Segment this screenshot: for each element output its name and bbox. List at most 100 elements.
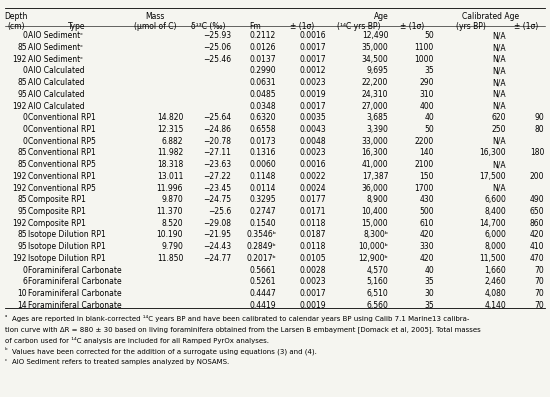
- Text: 70: 70: [535, 277, 544, 286]
- Text: 35: 35: [424, 277, 434, 286]
- Text: 0.0023: 0.0023: [300, 148, 326, 158]
- Text: N/A: N/A: [492, 43, 506, 52]
- Text: 310: 310: [420, 90, 434, 99]
- Text: 8,400: 8,400: [484, 207, 506, 216]
- Text: 0.0137: 0.0137: [250, 55, 276, 64]
- Text: 0: 0: [22, 266, 27, 275]
- Text: Conventional RP5: Conventional RP5: [28, 137, 96, 146]
- Text: 192: 192: [13, 219, 27, 228]
- Text: 0.2990: 0.2990: [250, 67, 276, 75]
- Text: (yrs BP): (yrs BP): [456, 22, 486, 31]
- Text: Depth: Depth: [4, 12, 28, 21]
- Text: 6,600: 6,600: [484, 195, 506, 204]
- Text: 17,500: 17,500: [480, 172, 506, 181]
- Text: 10,000ᵇ: 10,000ᵇ: [359, 242, 388, 251]
- Text: −24.75: −24.75: [203, 195, 231, 204]
- Text: 420: 420: [530, 230, 544, 239]
- Text: 0.0171: 0.0171: [300, 207, 326, 216]
- Text: 12,900ᵇ: 12,900ᵇ: [359, 254, 388, 263]
- Text: δ¹³C (‰): δ¹³C (‰): [191, 22, 226, 31]
- Text: 140: 140: [420, 148, 434, 158]
- Text: 10,400: 10,400: [362, 207, 388, 216]
- Text: AIO Calculated: AIO Calculated: [28, 67, 85, 75]
- Text: ± (1σ): ± (1σ): [400, 22, 425, 31]
- Text: (¹⁴C yrs BP): (¹⁴C yrs BP): [337, 22, 380, 31]
- Text: Ages are reported in blank-corrected ¹⁴C years BP and have been calibrated to ca: Ages are reported in blank-corrected ¹⁴C…: [12, 315, 470, 322]
- Text: 0.0631: 0.0631: [250, 78, 276, 87]
- Text: −27.11: −27.11: [203, 148, 231, 158]
- Text: −24.86: −24.86: [203, 125, 231, 134]
- Text: −27.22: −27.22: [203, 172, 231, 181]
- Text: 95: 95: [17, 90, 27, 99]
- Text: 0.0048: 0.0048: [300, 137, 326, 146]
- Text: −25.64: −25.64: [203, 114, 231, 122]
- Text: 0: 0: [22, 137, 27, 146]
- Text: −25.6: −25.6: [208, 207, 231, 216]
- Text: 0.0017: 0.0017: [300, 102, 326, 111]
- Text: 0.2017ᵇ: 0.2017ᵇ: [246, 254, 276, 263]
- Text: 90: 90: [535, 114, 544, 122]
- Text: 85: 85: [18, 43, 27, 52]
- Text: −21.95: −21.95: [203, 230, 231, 239]
- Text: 0.0022: 0.0022: [300, 172, 326, 181]
- Text: 16,300: 16,300: [362, 148, 388, 158]
- Text: 14: 14: [18, 301, 27, 310]
- Text: 0.0016: 0.0016: [300, 31, 326, 40]
- Text: AIO Calculated: AIO Calculated: [28, 90, 85, 99]
- Text: 5,160: 5,160: [366, 277, 388, 286]
- Text: 16,300: 16,300: [480, 148, 506, 158]
- Text: 0.4447: 0.4447: [249, 289, 276, 298]
- Text: 6,510: 6,510: [366, 289, 388, 298]
- Text: 11.370: 11.370: [157, 207, 183, 216]
- Text: 8,000: 8,000: [484, 242, 506, 251]
- Text: (cm): (cm): [7, 22, 25, 31]
- Text: 0.6320: 0.6320: [250, 114, 276, 122]
- Text: 610: 610: [420, 219, 434, 228]
- Text: 14,700: 14,700: [480, 219, 506, 228]
- Text: 85: 85: [18, 78, 27, 87]
- Text: N/A: N/A: [492, 137, 506, 146]
- Text: 0.0173: 0.0173: [250, 137, 276, 146]
- Text: Foraminiferal Carbonate: Foraminiferal Carbonate: [28, 266, 122, 275]
- Text: 12,490: 12,490: [362, 31, 388, 40]
- Text: 0: 0: [22, 125, 27, 134]
- Text: Conventional RP1: Conventional RP1: [28, 172, 96, 181]
- Text: 192: 192: [13, 55, 27, 64]
- Text: −25.06: −25.06: [203, 43, 231, 52]
- Text: Conventional RP5: Conventional RP5: [28, 160, 96, 169]
- Text: 400: 400: [419, 102, 434, 111]
- Text: 2100: 2100: [415, 160, 434, 169]
- Text: of carbon used for ¹⁴C analysis are included for all Ramped PyrOx analyses.: of carbon used for ¹⁴C analysis are incl…: [5, 337, 269, 344]
- Text: tion curve with ΔR = 880 ± 30 based on living foraminifera obtained from the Lar: tion curve with ΔR = 880 ± 30 based on l…: [5, 326, 481, 333]
- Text: 0.1316: 0.1316: [250, 148, 276, 158]
- Text: 34,500: 34,500: [361, 55, 388, 64]
- Text: 0.0348: 0.0348: [250, 102, 276, 111]
- Text: (μmol of C): (μmol of C): [134, 22, 177, 31]
- Text: −23.45: −23.45: [203, 183, 231, 193]
- Text: 0.0019: 0.0019: [300, 90, 326, 99]
- Text: N/A: N/A: [492, 90, 506, 99]
- Text: 0.5261: 0.5261: [250, 277, 276, 286]
- Text: 95: 95: [17, 242, 27, 251]
- Text: 650: 650: [530, 207, 544, 216]
- Text: 0.0114: 0.0114: [250, 183, 276, 193]
- Text: Age: Age: [374, 12, 388, 21]
- Text: 420: 420: [420, 254, 434, 263]
- Text: 150: 150: [420, 172, 434, 181]
- Text: 0.0485: 0.0485: [250, 90, 276, 99]
- Text: 0.0028: 0.0028: [300, 266, 326, 275]
- Text: AIO Sedimentᶜ: AIO Sedimentᶜ: [28, 43, 83, 52]
- Text: 22,200: 22,200: [362, 78, 388, 87]
- Text: 17,387: 17,387: [362, 172, 388, 181]
- Text: 6,000: 6,000: [484, 230, 506, 239]
- Text: 15,000: 15,000: [362, 219, 388, 228]
- Text: N/A: N/A: [492, 78, 506, 87]
- Text: Foraminiferal Carbonate: Foraminiferal Carbonate: [28, 277, 122, 286]
- Text: ᶜ: ᶜ: [5, 359, 7, 364]
- Text: 70: 70: [535, 301, 544, 310]
- Text: 3,390: 3,390: [366, 125, 388, 134]
- Text: 6,560: 6,560: [366, 301, 388, 310]
- Text: 36,000: 36,000: [361, 183, 388, 193]
- Text: 0.0016: 0.0016: [300, 160, 326, 169]
- Text: 11.850: 11.850: [157, 254, 183, 263]
